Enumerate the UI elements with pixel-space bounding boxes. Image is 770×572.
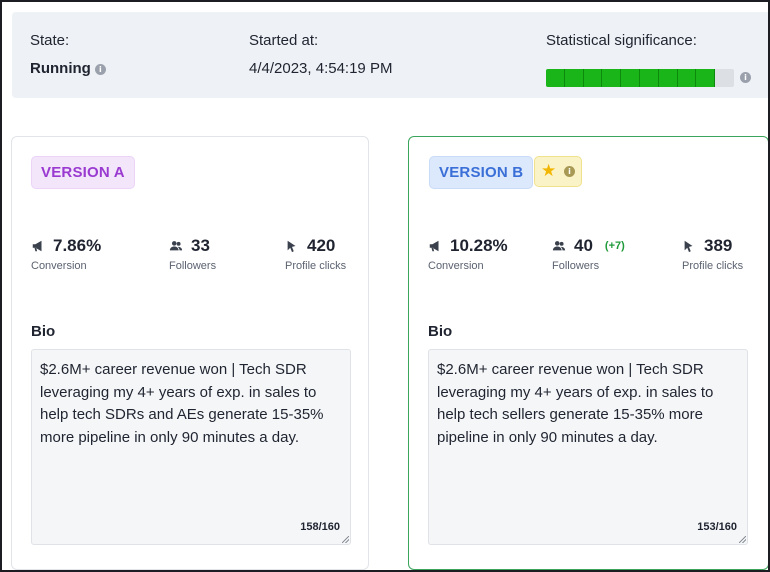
clicks-metric: 389 Profile clicks <box>682 235 743 272</box>
cursor-icon <box>287 240 296 253</box>
significance-label: Statistical significance: <box>546 32 697 49</box>
significance-bar <box>546 69 734 87</box>
resize-handle-icon[interactable] <box>739 536 746 543</box>
significance-segment <box>621 69 640 87</box>
significance-segment <box>658 69 678 87</box>
status-bar: State: Running i Started at: 4/4/2023, 4:… <box>12 12 768 98</box>
cursor-icon <box>684 240 693 253</box>
bio-textarea[interactable]: $2.6M+ career revenue won | Tech SDR lev… <box>31 349 351 545</box>
followers-value: 40 <box>574 236 593 255</box>
winner-badge: ★ i <box>534 156 582 187</box>
followers-label: Followers <box>552 260 600 272</box>
followers-value: 33 <box>191 236 210 255</box>
significance-section: Statistical significance: i <box>546 32 756 87</box>
followers-label: Followers <box>169 260 217 272</box>
bio-char-count: 153/160 <box>697 520 737 533</box>
bio-label: Bio <box>31 323 56 340</box>
clicks-value: 420 <box>307 236 336 255</box>
conversion-value: 7.86% <box>53 236 102 255</box>
conversion-metric: 10.28% Conversion <box>428 235 508 272</box>
significance-segment <box>546 69 565 87</box>
users-icon <box>552 241 566 251</box>
followers-metric: 33 Followers <box>169 235 216 272</box>
bio-text[interactable]: $2.6M+ career revenue won | Tech SDR lev… <box>437 361 714 446</box>
conversion-value: 10.28% <box>450 236 508 255</box>
started-value: 4/4/2023, 4:54:19 PM <box>249 60 393 77</box>
followers-delta: (+7) <box>604 240 625 252</box>
followers-metric: 40 (+7) Followers <box>552 235 625 272</box>
significance-segment <box>564 69 584 87</box>
bio-textarea[interactable]: $2.6M+ career revenue won | Tech SDR lev… <box>428 349 748 545</box>
significance-segment <box>639 69 659 87</box>
state-label: State: <box>30 32 70 49</box>
clicks-value: 389 <box>704 236 733 255</box>
significance-segment <box>583 69 603 87</box>
info-icon[interactable]: i <box>740 72 751 83</box>
info-icon[interactable]: i <box>94 63 106 75</box>
star-icon: ★ <box>541 161 557 180</box>
state-section: State: Running i <box>30 32 106 79</box>
significance-segment <box>696 69 716 87</box>
clicks-label: Profile clicks <box>285 260 347 272</box>
version-a-card: VERSION A 7.86% Conversion 33 Followers … <box>11 136 369 570</box>
bio-text[interactable]: $2.6M+ career revenue won | Tech SDR lev… <box>40 361 324 446</box>
megaphone-icon <box>429 240 439 252</box>
conversion-metric: 7.86% Conversion <box>31 235 101 272</box>
bio-label: Bio <box>428 323 453 340</box>
info-icon[interactable]: i <box>564 166 575 177</box>
resize-handle-icon[interactable] <box>342 536 349 543</box>
version-b-badge: VERSION B <box>429 156 534 189</box>
megaphone-icon <box>32 240 42 252</box>
conversion-label: Conversion <box>428 260 484 272</box>
clicks-label: Profile clicks <box>682 260 744 272</box>
significance-segment <box>602 69 622 87</box>
significance-segment <box>677 69 697 87</box>
version-b-card: VERSION B ★ i 10.28% Conversion 40 (+7) … <box>408 136 768 570</box>
started-label: Started at: <box>249 32 319 49</box>
conversion-label: Conversion <box>31 260 87 272</box>
version-a-badge: VERSION A <box>31 156 135 189</box>
bio-char-count: 158/160 <box>300 520 340 533</box>
significance-fill <box>546 69 734 87</box>
users-icon <box>169 241 183 251</box>
started-section: Started at: 4/4/2023, 4:54:19 PM <box>249 32 392 79</box>
state-value: Running <box>30 60 91 77</box>
clicks-metric: 420 Profile clicks <box>285 235 346 272</box>
